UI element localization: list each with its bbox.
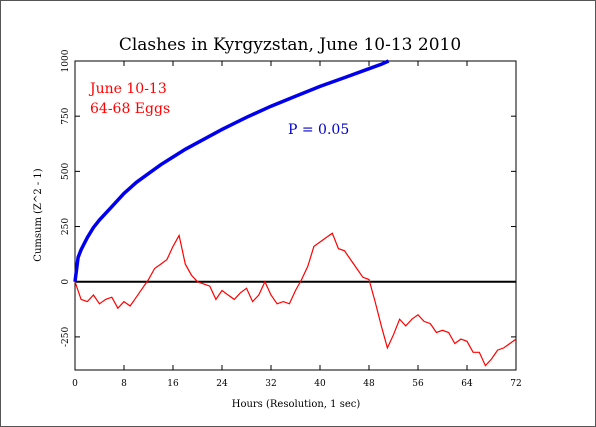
x-tick-label: 24 [216,379,228,389]
x-tick-label: 16 [167,379,179,389]
y-axis-label: Cumsum (Z^2 - 1) [33,168,44,261]
plot-area-border [74,60,517,371]
y-tick-label: -250 [61,327,71,347]
chart-title: Clashes in Kyrgyzstan, June 10-13 2010 [119,35,461,55]
annotation-date: June 10-13 [88,81,167,97]
x-tick-label: 64 [461,379,473,389]
y-axis-ticks: -250 0 250 500 750 1000 [61,49,516,347]
red-cumsum-series [74,232,517,367]
y-tick-label: 250 [61,218,71,235]
annotation-eggs: 64-68 Eggs [90,101,170,117]
y-tick-label: 500 [61,162,71,179]
y-tick-label: 0 [61,279,71,285]
x-axis-ticks: 0 8 16 24 32 40 48 56 64 72 [72,61,522,389]
blue-p005-envelope-series [73,59,390,282]
x-tick-label: 48 [363,379,375,389]
annotation-p-value: P = 0.05 [288,122,349,138]
x-tick-label: 8 [121,379,127,389]
x-tick-label: 40 [314,379,326,389]
x-axis-label: Hours (Resolution, 1 sec) [232,399,361,410]
y-tick-label: 1000 [61,49,71,72]
x-tick-label: 32 [265,379,276,389]
x-tick-label: 0 [72,379,78,389]
y-tick-label: 750 [61,107,71,124]
x-tick-label: 72 [510,379,521,389]
x-tick-label: 56 [412,379,424,389]
